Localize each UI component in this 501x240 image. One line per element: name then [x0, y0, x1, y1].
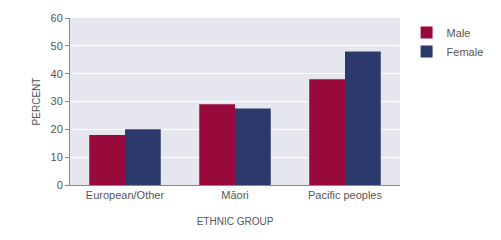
svg-text:European/Other: European/Other: [86, 189, 165, 201]
svg-text:ETHNIC GROUP: ETHNIC GROUP: [197, 216, 274, 227]
svg-text:PERCENT: PERCENT: [31, 78, 42, 126]
svg-text:30: 30: [51, 95, 63, 107]
svg-text:Māori: Māori: [221, 189, 249, 201]
svg-text:0: 0: [57, 179, 63, 191]
svg-text:40: 40: [51, 68, 63, 80]
svg-text:60: 60: [51, 12, 63, 24]
svg-text:Pacific peoples: Pacific peoples: [308, 189, 382, 201]
svg-text:Male: Male: [447, 27, 471, 39]
svg-text:10: 10: [51, 151, 63, 163]
svg-text:50: 50: [51, 40, 63, 52]
svg-text:20: 20: [51, 123, 63, 135]
svg-text:Female: Female: [447, 46, 484, 58]
